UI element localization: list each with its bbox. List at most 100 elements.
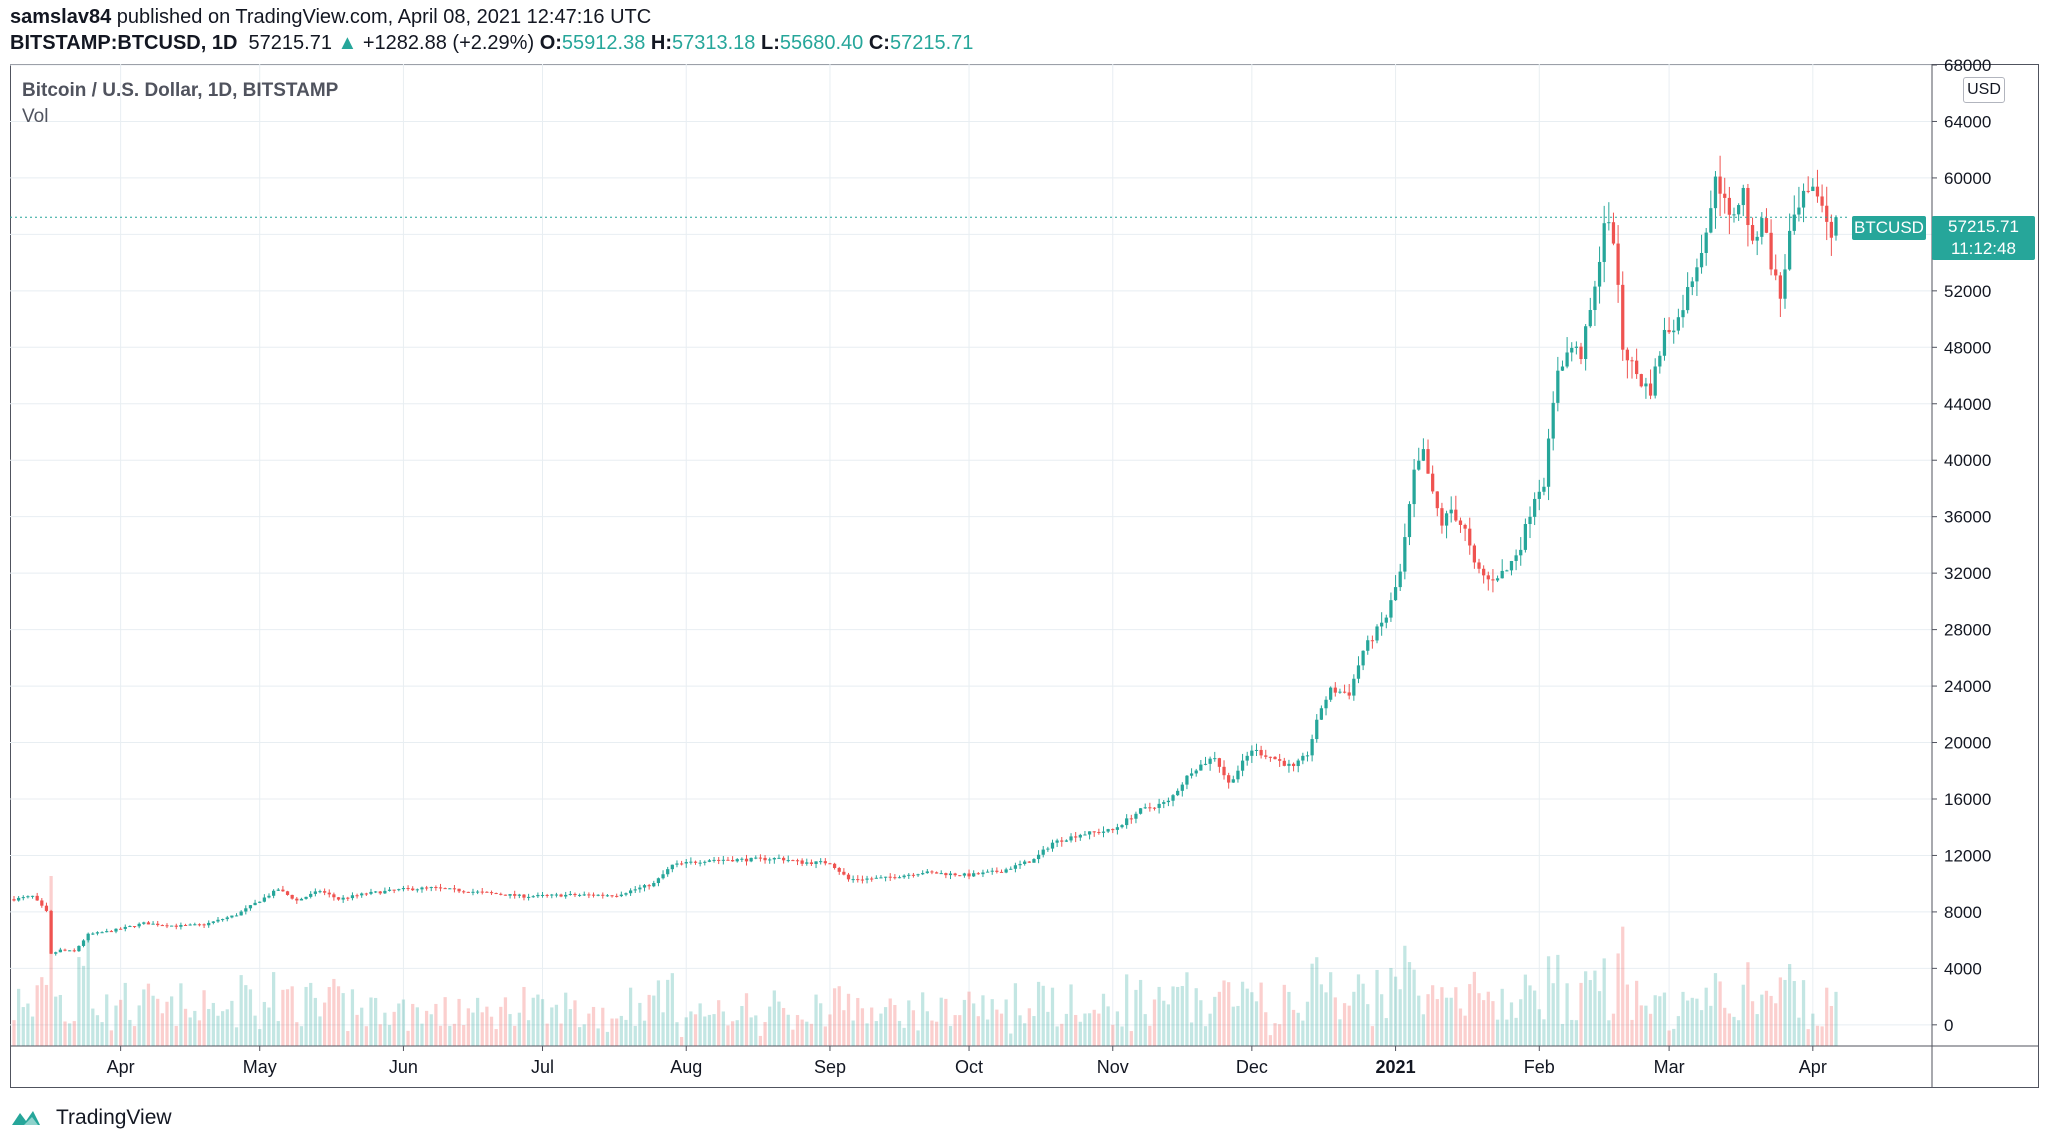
volume-bar — [823, 1026, 827, 1046]
series-legend[interactable]: Bitcoin / U.S. Dollar, 1D, BITSTAMP — [22, 80, 339, 101]
candle-body — [531, 896, 535, 898]
volume-bar — [805, 1021, 809, 1046]
candle-body — [1287, 763, 1291, 766]
candle-body — [1486, 575, 1490, 580]
candle-body — [475, 891, 480, 893]
volume-bar — [1421, 1014, 1426, 1046]
candle-body — [1166, 800, 1171, 803]
volume-bar — [953, 1015, 957, 1046]
candle-body — [26, 896, 30, 898]
symbol-label: BITSTAMP:BTCUSD, 1D — [10, 32, 238, 54]
volume-bar — [1426, 994, 1430, 1046]
candle-body — [1611, 222, 1616, 244]
volume-bar — [800, 1019, 804, 1046]
price-chart[interactable]: 0 4000 8000 12000 16000 20000 24000 28000 32000 3… — [0, 0, 2048, 1100]
volume-bar — [156, 998, 160, 1046]
candle-body — [290, 894, 294, 899]
candle-body — [717, 859, 721, 861]
candle-body — [1143, 807, 1147, 809]
volume-bar — [346, 1031, 350, 1046]
candle-body — [230, 915, 234, 918]
candle-body — [1463, 524, 1467, 529]
candle-body — [536, 894, 540, 897]
candle-body — [1616, 243, 1620, 285]
candle-body — [1695, 267, 1699, 282]
candle-body — [1134, 813, 1138, 819]
volume-bar — [758, 1035, 763, 1046]
candle-body — [615, 895, 619, 897]
candle-body — [378, 891, 382, 894]
volume-bar — [341, 993, 345, 1046]
volume-bar — [925, 1011, 929, 1046]
volume-bar — [628, 987, 633, 1046]
volume-bar — [615, 1018, 619, 1046]
candle-body — [944, 873, 948, 876]
volume-bar — [494, 1029, 498, 1046]
last-price-value: 57215.71 — [1948, 217, 2019, 236]
candle-body — [1686, 287, 1690, 311]
candle-body — [1435, 491, 1439, 509]
candle-body — [100, 932, 104, 934]
candle-body — [1157, 803, 1161, 808]
volume-bar — [897, 1020, 902, 1046]
volume-bar — [503, 997, 508, 1046]
candle-body — [851, 879, 855, 881]
volume-bar — [666, 979, 670, 1046]
candle-body — [1148, 807, 1152, 809]
volume-bar — [267, 1007, 271, 1046]
author-name[interactable]: samslav84 — [10, 6, 112, 28]
volume-bar — [1509, 1002, 1514, 1046]
volume-bar — [1630, 1019, 1634, 1046]
volume-bar — [693, 1014, 698, 1046]
candle-body — [197, 924, 202, 926]
volume-bar — [1523, 974, 1528, 1046]
volume-bar — [262, 1001, 266, 1046]
candle-body — [346, 897, 350, 899]
y-tick-label: 60000 — [1944, 169, 1991, 188]
volume-bar — [573, 1000, 577, 1046]
y-tick-label: 28000 — [1944, 621, 1991, 640]
time-axis[interactable]: Apr May Jun Jul Aug Sep Oct Nov Dec 2021 Feb Mar Apr — [10, 1045, 2038, 1077]
candle-body — [1551, 402, 1555, 439]
candle-body — [1050, 842, 1055, 849]
volume-bar — [972, 1003, 976, 1046]
candle-body — [95, 932, 100, 934]
volume-bar — [105, 994, 109, 1046]
candle-body — [1648, 383, 1653, 396]
candle-body — [253, 902, 257, 906]
volume-bar — [1834, 991, 1838, 1046]
volume-bar — [1143, 1014, 1147, 1046]
volume-bar — [939, 997, 943, 1046]
volume-bar — [1403, 945, 1407, 1046]
volume-legend[interactable]: Vol — [22, 106, 49, 127]
candles[interactable] — [12, 155, 1838, 956]
volume-bar — [332, 978, 336, 1046]
x-tick-label: Apr — [107, 1057, 135, 1077]
volume-bar — [1301, 1020, 1305, 1046]
candle-body — [1495, 578, 1500, 581]
x-tick-label: Oct — [955, 1057, 983, 1077]
volume-bar — [883, 1007, 888, 1046]
candle-body — [1509, 560, 1514, 571]
volume-bar — [577, 1027, 582, 1046]
low-value: 55680.40 — [779, 32, 864, 54]
volume-bar — [1774, 1003, 1778, 1046]
volume-bar — [1574, 1020, 1578, 1046]
candle-body — [865, 878, 869, 880]
volume-bar — [378, 1024, 382, 1046]
candle-body — [1078, 834, 1082, 838]
volume-bar — [17, 988, 21, 1046]
candle-body — [267, 895, 271, 898]
volume-bar — [730, 1021, 735, 1046]
candle-body — [809, 862, 814, 864]
candle-body — [503, 894, 508, 896]
candle-body — [40, 900, 44, 906]
volume-bar — [874, 1021, 878, 1046]
currency-badge[interactable]: USD — [1963, 77, 2005, 103]
volume-bar — [44, 984, 49, 1046]
volume-bar — [1482, 1000, 1486, 1046]
volume-bar — [1546, 956, 1551, 1046]
volume-bar — [698, 1003, 702, 1046]
tradingview-logo[interactable]: TradingView — [10, 1106, 172, 1130]
price-axis[interactable]: 0 4000 8000 12000 16000 20000 24000 28000 32000 3… — [1931, 56, 1991, 1087]
